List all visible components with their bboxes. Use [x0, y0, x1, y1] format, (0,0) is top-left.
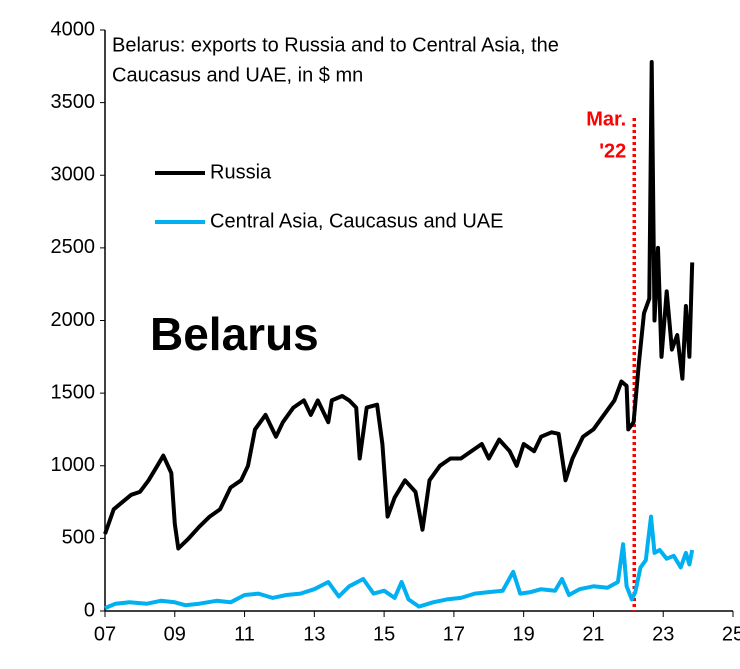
x-tick-label: 11 [234, 623, 255, 645]
legend-label: Central Asia, Caucasus and UAE [210, 210, 504, 232]
y-tick-label: 1000 [51, 454, 96, 476]
y-tick-label: 500 [62, 527, 95, 549]
x-tick-label: 09 [164, 623, 186, 645]
x-tick-label: 19 [513, 623, 535, 645]
marker-label: '22 [599, 140, 626, 162]
x-tick-label: 07 [94, 623, 116, 645]
y-tick-label: 3000 [51, 164, 96, 186]
x-tick-label: 17 [443, 623, 465, 645]
y-tick-label: 4000 [51, 18, 96, 40]
legend-label: Russia [210, 161, 272, 183]
line [104, 514, 695, 610]
y-tick-label: 1500 [51, 381, 96, 403]
x-tick-label: 15 [373, 623, 395, 645]
y-tick-label: 2000 [51, 309, 96, 331]
y-tick-label: 0 [84, 599, 95, 621]
line [103, 60, 695, 551]
x-tick-label: 21 [582, 623, 604, 645]
x-tick-label: 23 [652, 623, 674, 645]
marker-label: Mar. [586, 108, 626, 130]
y-tick-label: 3500 [51, 91, 96, 113]
chart-title: Belarus: exports to Russia and to Centra… [112, 34, 559, 56]
chart-title: Caucasus and UAE, in $ mn [112, 64, 363, 86]
annotation: Belarus [150, 308, 319, 360]
y-tick-label: 2500 [51, 236, 96, 258]
x-tick-label: 25 [722, 623, 740, 645]
x-tick-label: 13 [303, 623, 325, 645]
